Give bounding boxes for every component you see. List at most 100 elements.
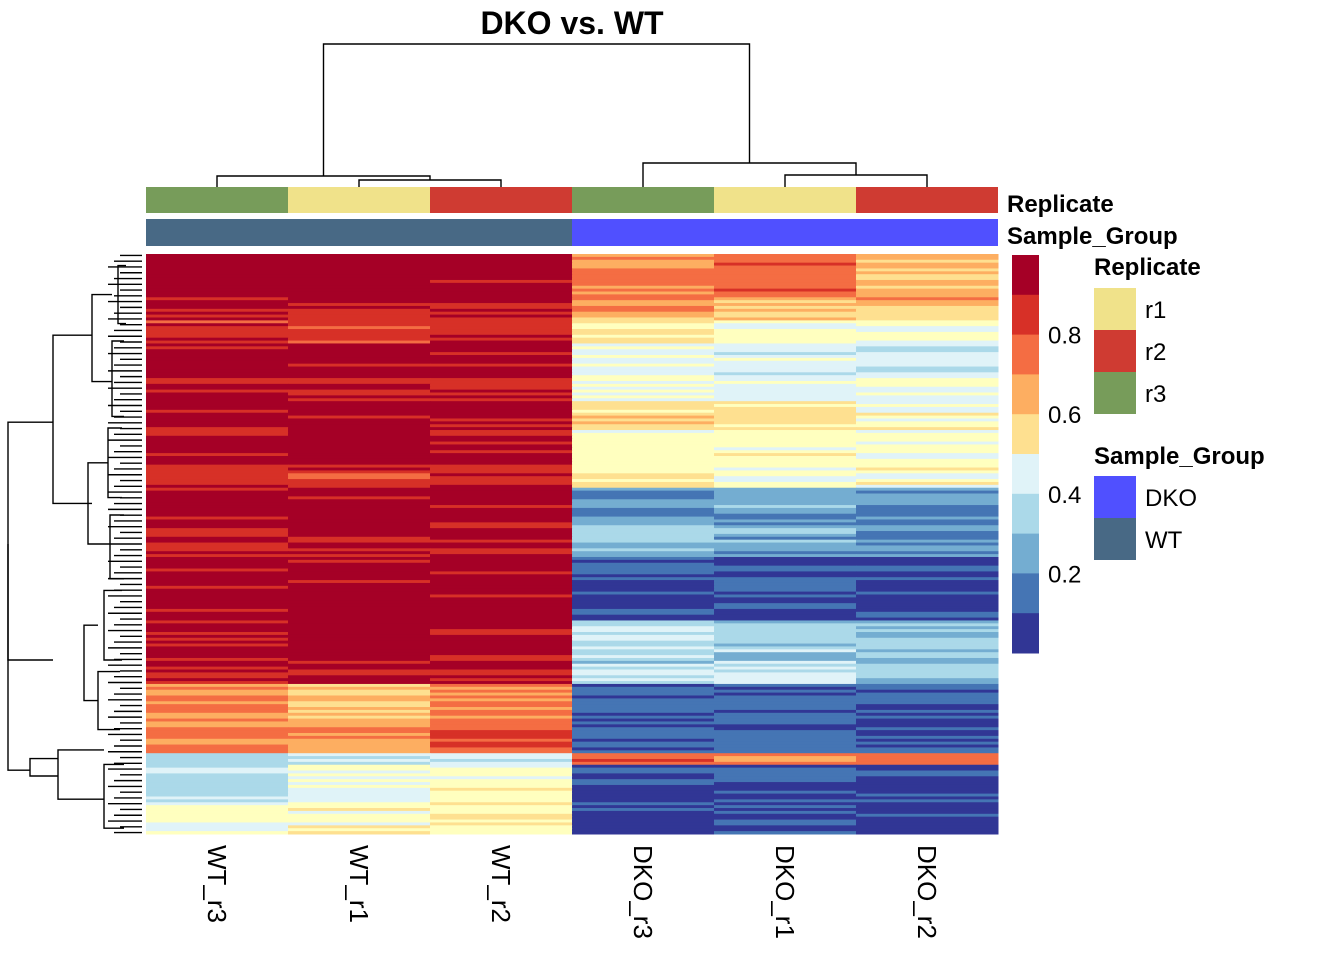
heatmap-cell [714,409,857,414]
heatmap-cell [572,303,715,307]
heatmap-cell [714,314,857,318]
heatmap-cell [288,608,431,613]
heatmap-cell [146,539,289,544]
heatmap-cell [572,372,715,376]
legend-swatch [1094,372,1136,414]
heatmap-cell [288,418,431,422]
heatmap-cell [288,542,431,546]
heatmap-cell [430,750,573,754]
heatmap-cell [430,634,573,639]
heatmap-cell [288,421,431,425]
heatmap-cell [856,430,999,434]
heatmap-cell [288,531,431,535]
heatmap-cell [146,490,289,495]
heatmap-cell [572,271,715,275]
heatmap-cell [714,724,857,728]
heatmap-cell [430,531,573,535]
heatmap-cell [714,343,857,347]
heatmap-cell [572,458,715,463]
heatmap-cell [146,453,289,457]
heatmap-cell [714,715,857,720]
heatmap-cell [572,692,715,696]
heatmap-cell [714,582,857,587]
heatmap-cell [572,709,715,714]
heatmap-cell [714,672,857,676]
heatmap-cell [288,675,431,679]
heatmap-cell [146,340,289,344]
heatmap-cell [714,481,857,486]
heatmap-cell [430,704,573,708]
heatmap-cell [288,805,431,809]
heatmap-cell [430,430,573,434]
heatmap-cell [430,805,573,809]
heatmap-cell [572,770,715,774]
heatmap-cell [146,265,289,269]
heatmap-cell [146,282,289,287]
heatmap-cell [146,331,289,336]
heatmap-cell [146,366,289,370]
heatmap-cell [572,418,715,422]
heatmap-cell [572,707,715,711]
heatmap-cell [288,464,431,469]
heatmap-cell [572,744,715,748]
heatmap-cell [572,519,715,523]
heatmap-cell [572,300,715,304]
heatmap-cell [572,764,715,769]
heatmap-cell [288,337,431,342]
heatmap-cell [856,816,999,821]
heatmap-cell [430,320,573,324]
heatmap-cell [856,447,999,451]
heatmap-cell [430,793,573,797]
heatmap-cell [430,747,573,751]
heatmap-cell [714,455,857,460]
heatmap-cell [146,415,289,419]
heatmap-cell [714,603,857,607]
column-dendrogram-branch [784,174,928,187]
heatmap-cell [146,303,289,307]
heatmap-cell [146,695,289,699]
row-dendrogram-branch [103,763,124,829]
heatmap-cell [856,571,999,575]
column-dendrogram-branch [358,179,502,187]
heatmap-cell [714,782,857,786]
heatmap-cell [430,585,573,590]
heatmap-cell [146,320,289,324]
heatmap-cell [572,513,715,518]
heatmap-cell [572,799,715,803]
heatmap-cell [288,816,431,821]
heatmap-cell [714,810,857,815]
heatmap-cell [856,672,999,676]
heatmap-cell [288,453,431,457]
heatmap-cell [714,383,857,388]
heatmap-cell [714,303,857,307]
heatmap-cell [146,652,289,656]
heatmap-cell [572,334,715,339]
heatmap-cell [430,274,573,278]
heatmap-cell [856,741,999,746]
heatmap-cell [430,678,573,682]
heatmap-cell [146,346,289,350]
heatmap-cell [288,683,431,688]
heatmap-cell [714,733,857,737]
heatmap-cell [572,406,715,411]
heatmap-cell [572,265,715,269]
heatmap-cell [572,652,715,656]
heatmap-cell [146,516,289,520]
heatmap-cell [146,556,289,561]
heatmap-cell [430,565,573,570]
sample-group-legend: Sample_Group DKO WT [1094,443,1265,560]
heatmap-cell [572,427,715,431]
heatmap-cell [146,640,289,645]
heatmap-cell [288,334,431,339]
heatmap-cell [146,357,289,362]
heatmap-cell [856,756,999,760]
heatmap-cell [146,467,289,471]
heatmap-cell [572,565,715,570]
heatmap-cell [714,577,857,581]
heatmap-cell [146,277,289,281]
heatmap-cell [430,600,573,604]
heatmap-cell [572,317,715,321]
heatmap-cell [856,808,999,812]
heatmap-cell [146,271,289,275]
heatmap-cell [572,802,715,806]
